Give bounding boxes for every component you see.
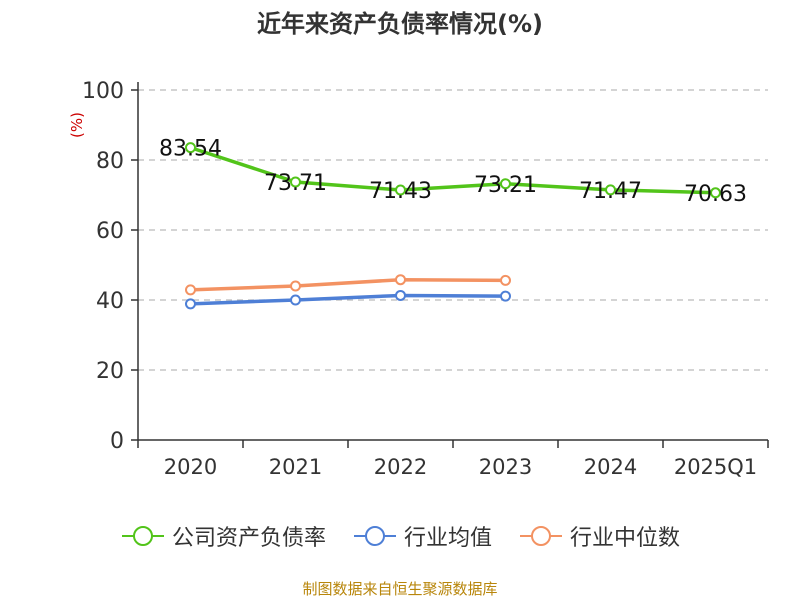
- series-line: [188, 277, 508, 292]
- x-tick-label: 2020: [164, 455, 217, 479]
- y-tick-label: 60: [96, 219, 124, 244]
- legend-item-industry-median[interactable]: 行业中位数: [518, 520, 680, 552]
- x-tick-label: 2025Q1: [674, 455, 757, 479]
- data-point: [185, 298, 196, 310]
- series-line: [188, 293, 508, 306]
- y-tick-label: 40: [96, 289, 124, 314]
- data-point: [290, 176, 301, 188]
- legend-marker-industry-median: [520, 526, 562, 546]
- data-point: [185, 142, 196, 154]
- legend-label-industry-median: 行业中位数: [570, 526, 681, 551]
- legend-item-industry-mean[interactable]: 行业均值: [352, 520, 492, 552]
- data-point: [710, 187, 721, 199]
- data-point: [395, 289, 406, 301]
- y-axis-label: (%): [68, 112, 86, 138]
- source-note: 制图数据来自恒生聚源数据库: [302, 580, 498, 598]
- data-point: [500, 274, 511, 286]
- legend-label-company: 公司资产负债率: [171, 526, 326, 551]
- y-tick-label: 100: [82, 79, 124, 104]
- x-tick-label: 2022: [374, 455, 427, 479]
- legend-marker-industry-mean: [353, 526, 396, 546]
- x-tick-label: 2023: [479, 455, 532, 479]
- data-label: 73.71: [264, 171, 327, 196]
- data-point: [395, 274, 406, 286]
- y-tick-label: 80: [96, 149, 124, 174]
- data-label: 83.54: [159, 137, 222, 162]
- data-label: 70.63: [684, 182, 747, 207]
- data-point: [500, 178, 511, 190]
- y-tick-label: 20: [96, 359, 124, 384]
- data-point: [290, 280, 301, 292]
- series-line: [188, 145, 718, 195]
- data-point: [185, 284, 196, 296]
- legend-label-industry-mean: 行业均值: [403, 526, 492, 551]
- y-tick-label: 0: [110, 429, 124, 454]
- data-point: [500, 290, 511, 302]
- legend-item-company[interactable]: 公司资产负债率: [120, 520, 326, 552]
- data-label: 71.43: [369, 179, 432, 204]
- data-point: [605, 184, 616, 196]
- legend: 公司资产负债率 行业均值 行业中位数: [0, 520, 800, 552]
- chart-title: 近年来资产负债率情况(%): [257, 10, 543, 38]
- data-point: [395, 184, 406, 196]
- data-label: 71.47: [579, 179, 642, 204]
- x-tick-label: 2021: [269, 455, 322, 479]
- x-tick-label: 2024: [584, 455, 637, 479]
- data-label: 73.21: [474, 173, 537, 198]
- data-point: [290, 294, 301, 306]
- legend-marker-company: [121, 526, 164, 546]
